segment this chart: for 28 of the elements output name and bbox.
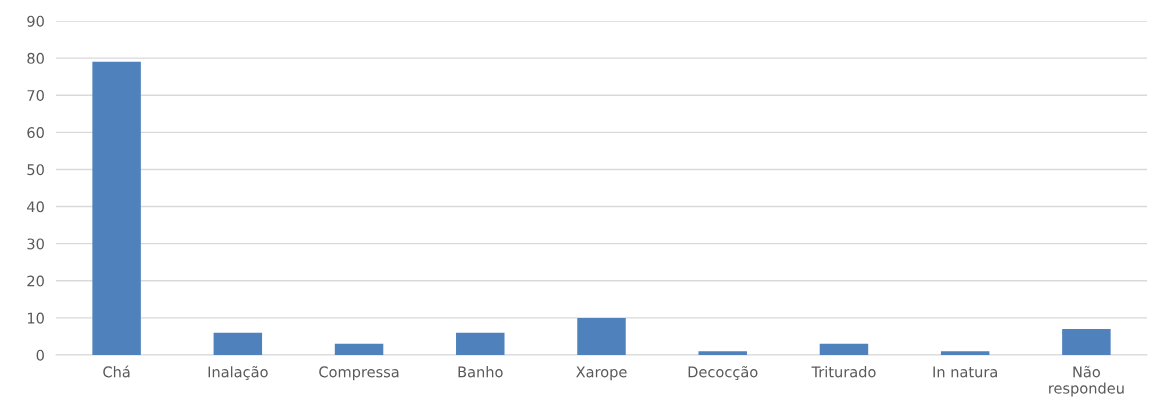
bar xyxy=(334,343,384,355)
bar xyxy=(577,317,626,355)
bar xyxy=(1062,329,1111,355)
y-tick-label: 40 xyxy=(27,201,44,213)
y-tick-label: 90 xyxy=(27,15,44,27)
bar xyxy=(940,351,990,355)
x-tick-label: Chá xyxy=(103,365,130,378)
y-tick-label: 50 xyxy=(27,164,44,176)
y-tick-label: 20 xyxy=(27,275,44,287)
x-tick-label: Decocção xyxy=(688,365,758,381)
y-tick-label: 80 xyxy=(27,52,44,64)
y-tick-label: 10 xyxy=(27,312,44,324)
bar xyxy=(456,332,505,355)
y-tick-label: 60 xyxy=(27,127,44,139)
x-tick-label: Compressa xyxy=(319,366,399,381)
bar xyxy=(819,343,869,355)
x-tick-label: Triturado xyxy=(811,366,876,378)
bar xyxy=(213,332,263,355)
x-tick-label: In natura xyxy=(933,366,997,378)
bar xyxy=(698,351,747,355)
x-tick-label: Não respondeu xyxy=(1049,365,1124,397)
x-tick-label: Inalação xyxy=(208,365,268,381)
y-tick-label: 70 xyxy=(27,89,44,101)
x-tick-label: Xarope xyxy=(576,366,627,381)
y-tick-label: 0 xyxy=(36,349,44,361)
y-tick-label: 30 xyxy=(27,238,44,250)
bar xyxy=(92,61,141,355)
x-tick-label: Banho xyxy=(458,366,503,378)
